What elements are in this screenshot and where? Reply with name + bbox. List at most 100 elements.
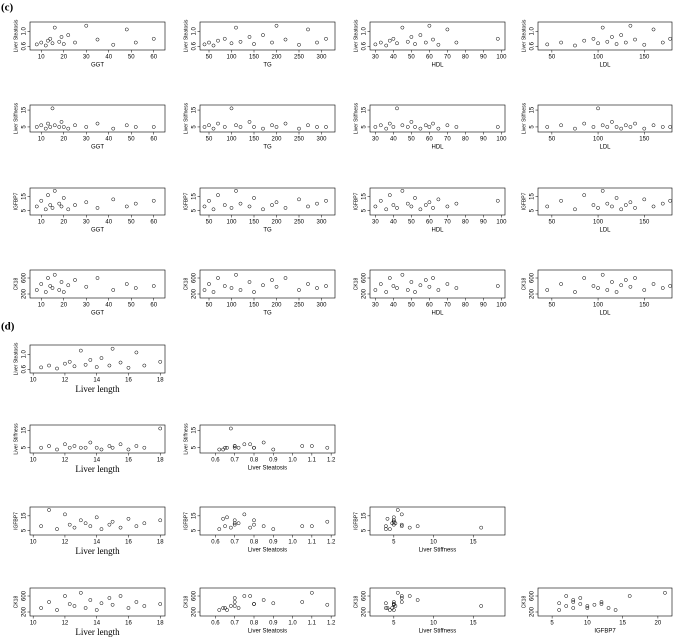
- data-point: [232, 445, 237, 450]
- data-point: [479, 604, 484, 608]
- data-point: [445, 27, 450, 32]
- data-point: [660, 201, 665, 206]
- data-point: [596, 206, 600, 210]
- data-point: [142, 604, 147, 608]
- data-point: [252, 125, 256, 129]
- data-point: [388, 608, 392, 612]
- x-tick-label: 80: [462, 55, 469, 61]
- data-point: [66, 126, 71, 131]
- x-tick-label: 20: [60, 55, 67, 61]
- data-point: [47, 444, 51, 448]
- data-point: [39, 524, 43, 529]
- data-point: [118, 442, 123, 447]
- data-point: [274, 284, 279, 289]
- data-point: [247, 204, 252, 209]
- plot-frame: [369, 21, 506, 51]
- data-point: [59, 280, 64, 284]
- x-tick-label: 10: [584, 621, 591, 627]
- x-tick-label: 30: [372, 303, 379, 309]
- data-point: [61, 42, 66, 46]
- data-point: [126, 516, 131, 521]
- data-point: [582, 121, 587, 126]
- data-point: [427, 284, 432, 289]
- y-tick-label: 600: [362, 590, 368, 601]
- x-axis-label: GGT: [91, 311, 104, 317]
- x-axis-label: TG: [263, 228, 272, 234]
- data-point: [436, 42, 441, 47]
- x-tick-label: 250: [294, 55, 305, 61]
- panel-label: (c): [1, 2, 14, 14]
- data-point: [405, 288, 410, 292]
- data-point: [225, 608, 229, 612]
- x-tick-label: 200: [271, 55, 282, 61]
- data-point: [400, 123, 405, 128]
- data-point: [72, 364, 77, 369]
- data-point: [232, 444, 237, 448]
- x-tick-label: 40: [390, 303, 397, 309]
- data-point: [391, 36, 396, 41]
- data-point: [582, 38, 587, 43]
- y-axis-label: CK18: [13, 596, 19, 609]
- data-point: [387, 276, 392, 280]
- x-tick-label: 100: [496, 55, 507, 61]
- data-point: [274, 23, 279, 28]
- data-point: [134, 524, 139, 529]
- x-axis-label: Liver length: [75, 464, 120, 474]
- x-tick-label: 10: [38, 137, 45, 143]
- x-tick-label: 100: [496, 303, 507, 309]
- data-point: [50, 106, 55, 111]
- data-point: [222, 203, 227, 207]
- x-tick-label: 50: [408, 55, 415, 61]
- data-point: [83, 521, 88, 526]
- data-point: [431, 276, 435, 280]
- data-point: [248, 442, 252, 447]
- data-point: [83, 445, 88, 450]
- data-point: [436, 197, 441, 202]
- plot-frame: [29, 187, 166, 216]
- data-point: [436, 126, 441, 131]
- data-point: [34, 125, 39, 129]
- data-point: [445, 282, 450, 286]
- data-point: [39, 365, 43, 370]
- data-point: [610, 35, 614, 39]
- x-tick-label: 14: [93, 378, 100, 384]
- data-point: [261, 524, 266, 529]
- x-tick-label: 40: [105, 220, 112, 226]
- x-tick-label: 20: [60, 137, 67, 143]
- y-tick-label: 0.6: [362, 41, 368, 50]
- data-point: [88, 598, 93, 602]
- data-point: [495, 36, 500, 41]
- plot-frame: [29, 21, 166, 51]
- x-tick-label: 12: [62, 540, 69, 546]
- data-point: [384, 601, 388, 606]
- data-point: [158, 359, 163, 364]
- data-point: [596, 286, 600, 290]
- data-point: [88, 358, 93, 362]
- data-point: [399, 600, 404, 604]
- data-point: [315, 125, 319, 129]
- x-axis-label: TG: [263, 145, 272, 151]
- data-point: [573, 126, 577, 131]
- data-point: [378, 40, 383, 45]
- data-point: [391, 608, 396, 612]
- data-point: [633, 206, 637, 210]
- y-axis-label: Liver Steatosis: [521, 19, 527, 52]
- data-point: [642, 42, 647, 47]
- data-point: [242, 512, 247, 517]
- data-point: [46, 276, 50, 280]
- data-point: [297, 197, 301, 202]
- x-axis-label: LDL: [599, 63, 611, 69]
- data-point: [413, 42, 417, 46]
- data-point: [660, 40, 665, 45]
- y-tick-label: 200: [362, 606, 368, 617]
- data-point: [270, 278, 274, 282]
- data-point: [384, 524, 388, 529]
- y-tick-label: 200: [22, 288, 28, 299]
- data-point: [223, 606, 227, 610]
- data-point: [325, 519, 330, 524]
- data-point: [66, 283, 71, 288]
- data-point: [94, 515, 99, 520]
- data-point: [55, 447, 59, 452]
- data-point: [73, 203, 77, 207]
- y-tick-label: 1.0: [192, 27, 198, 36]
